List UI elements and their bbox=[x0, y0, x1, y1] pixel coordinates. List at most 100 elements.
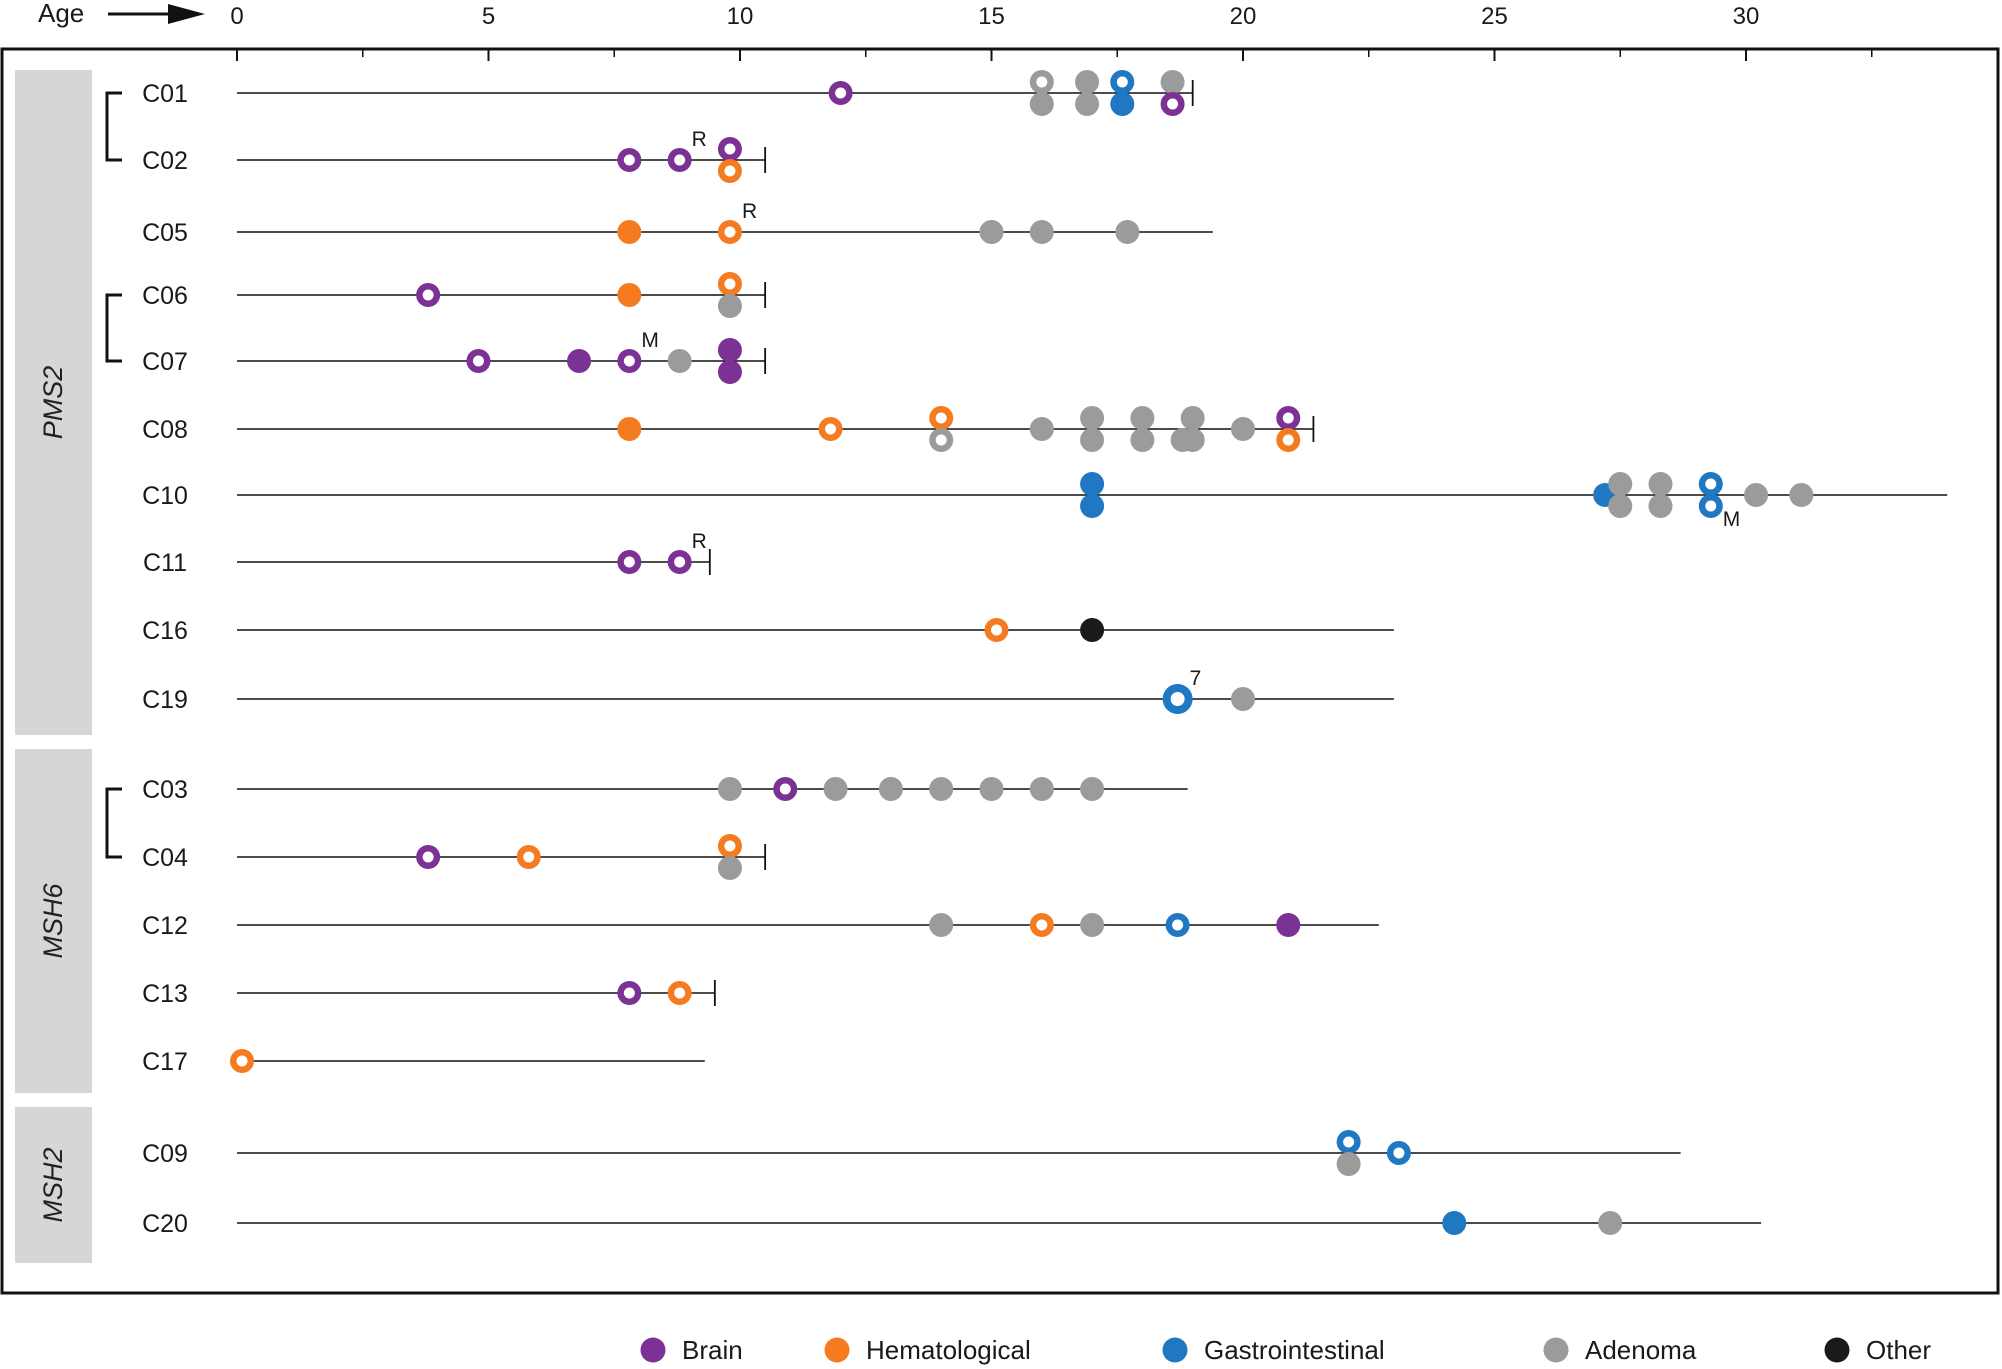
event-marker-hole bbox=[472, 355, 484, 367]
event-marker-adenoma bbox=[1080, 428, 1105, 452]
axis-label: Age bbox=[38, 0, 84, 28]
axis-tick-label: 5 bbox=[482, 3, 495, 30]
patient-row-c05: C05 R bbox=[142, 200, 1213, 247]
axis-tick-label: 15 bbox=[978, 3, 1005, 30]
legend-item-brain: Brain bbox=[640, 1335, 743, 1365]
event-marker-adenoma bbox=[1029, 220, 1054, 244]
event-marker-adenoma bbox=[979, 220, 1004, 244]
event-marker-adenoma bbox=[1608, 472, 1633, 496]
patient-row-c20: C20 bbox=[142, 1210, 1762, 1238]
event-marker-hole bbox=[935, 434, 947, 446]
event-marker-adenoma bbox=[1744, 483, 1769, 507]
event-marker-hole bbox=[724, 226, 736, 238]
event-marker-adenoma bbox=[1075, 92, 1100, 116]
legend-item-other: Other bbox=[1824, 1335, 1931, 1365]
event-marker-hole bbox=[991, 624, 1003, 636]
event-marker-hole bbox=[1167, 98, 1179, 110]
event-marker-adenoma bbox=[667, 349, 692, 373]
patient-row-c03: C03 bbox=[142, 776, 1188, 804]
gene-group-label: MSH6 bbox=[38, 883, 68, 959]
legend-label: Other bbox=[1866, 1335, 1931, 1365]
gene-group-pms2: PMS2 bbox=[15, 70, 92, 735]
event-marker-brain bbox=[1276, 913, 1301, 937]
event-marker-gi bbox=[1080, 494, 1105, 518]
patient-label: C12 bbox=[142, 912, 188, 940]
event-marker-adenoma bbox=[1029, 777, 1054, 801]
age-axis: Age 0 5 10 15 20 25 30 bbox=[38, 0, 1873, 61]
event-marker-hole bbox=[523, 851, 535, 863]
event-annotation: 7 bbox=[1190, 667, 1202, 690]
patient-label: C10 bbox=[142, 482, 188, 510]
event-marker-adenoma bbox=[1231, 687, 1255, 711]
event-marker-adenoma bbox=[1608, 494, 1633, 518]
axis-tick-label: 25 bbox=[1481, 3, 1508, 30]
gene-group-bar bbox=[15, 1107, 92, 1263]
patient-label: C13 bbox=[142, 980, 188, 1008]
patient-row-c07: C07 M bbox=[142, 329, 767, 384]
event-marker-hole bbox=[835, 87, 847, 99]
event-marker-gi bbox=[1110, 92, 1135, 116]
sibling-bracket bbox=[105, 787, 122, 859]
event-marker-adenoma bbox=[717, 294, 742, 318]
legend-item-gi: Gastrointestinal bbox=[1162, 1335, 1385, 1365]
event-marker-hole bbox=[236, 1055, 248, 1067]
patient-rows: C01 C02 R C05 R C06 C07 M C08 C10 M C11 R C16 C19 7 C03 C… bbox=[142, 70, 1948, 1238]
legend-label: Hematological bbox=[866, 1335, 1031, 1365]
event-marker-hole bbox=[1282, 434, 1294, 446]
event-marker-adenoma bbox=[1180, 428, 1205, 452]
event-marker-hole bbox=[1343, 1136, 1355, 1148]
event-marker-adenoma bbox=[1130, 428, 1155, 452]
event-marker-hole bbox=[1036, 919, 1048, 931]
event-marker-brain bbox=[717, 360, 742, 384]
patient-row-c13: C13 bbox=[142, 980, 716, 1008]
event-marker-brain bbox=[717, 338, 742, 362]
patient-label: C16 bbox=[142, 617, 188, 645]
legend-swatch bbox=[1824, 1337, 1850, 1363]
event-marker-gi bbox=[1442, 1211, 1467, 1235]
patient-label: C01 bbox=[142, 80, 188, 108]
patient-row-c19: C19 7 bbox=[142, 667, 1394, 714]
patient-row-c10: C10 M bbox=[142, 472, 1948, 531]
event-marker-hole bbox=[1282, 412, 1294, 424]
event-marker-adenoma bbox=[1080, 406, 1105, 430]
event-marker-adenoma bbox=[1336, 1152, 1361, 1176]
event-marker-adenoma bbox=[717, 777, 742, 801]
event-marker-hole bbox=[422, 289, 434, 301]
event-marker-adenoma bbox=[1029, 92, 1054, 116]
patient-label: C19 bbox=[142, 686, 188, 714]
sibling-bracket bbox=[105, 293, 122, 363]
patient-row-c17: C17 bbox=[142, 1048, 705, 1076]
gene-group-bar bbox=[15, 749, 92, 1093]
event-marker-hole bbox=[623, 154, 635, 166]
event-marker-adenoma bbox=[1789, 483, 1814, 507]
event-marker-gi bbox=[1080, 472, 1105, 496]
event-annotation: M bbox=[1723, 508, 1741, 531]
legend-label: Adenoma bbox=[1585, 1335, 1697, 1365]
legend-item-adenoma: Adenoma bbox=[1543, 1335, 1697, 1365]
patient-label: C06 bbox=[142, 282, 188, 310]
patient-label: C09 bbox=[142, 1140, 188, 1168]
event-marker-hem bbox=[617, 417, 642, 441]
legend-swatch bbox=[1543, 1337, 1569, 1363]
patient-row-c01: C01 bbox=[142, 70, 1194, 116]
event-marker-hole bbox=[1036, 76, 1048, 88]
event-marker-adenoma bbox=[929, 913, 954, 937]
event-marker-adenoma bbox=[929, 777, 954, 801]
event-marker-adenoma bbox=[1080, 777, 1105, 801]
event-marker-hole bbox=[935, 412, 947, 424]
patient-label: C05 bbox=[142, 219, 188, 247]
event-marker-hole bbox=[1393, 1147, 1405, 1159]
event-annotation: R bbox=[742, 200, 757, 223]
event-marker-hem bbox=[617, 283, 642, 307]
event-marker-adenoma bbox=[1648, 472, 1673, 496]
event-marker-adenoma bbox=[878, 777, 903, 801]
patient-label: C03 bbox=[142, 776, 188, 804]
event-marker-hole bbox=[1116, 76, 1128, 88]
gene-group-bar bbox=[15, 70, 92, 735]
event-marker-hole bbox=[1172, 919, 1184, 931]
axis-arrow bbox=[108, 4, 205, 24]
event-marker-hole bbox=[422, 851, 434, 863]
patient-row-c04: C04 bbox=[142, 834, 767, 880]
event-marker-adenoma bbox=[979, 777, 1004, 801]
event-marker-adenoma bbox=[1075, 70, 1100, 94]
